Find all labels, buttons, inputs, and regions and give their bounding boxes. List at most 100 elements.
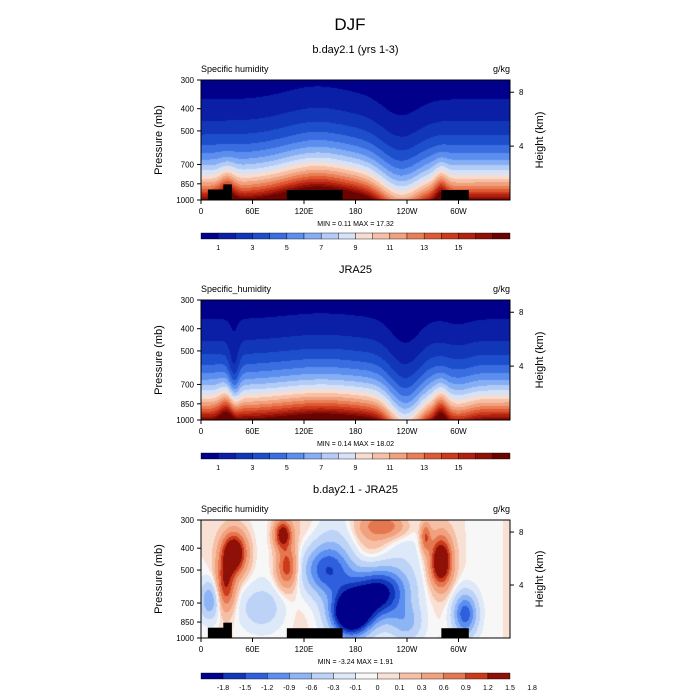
colorbar-label: 0.6	[439, 685, 449, 692]
colorbar-cell	[441, 232, 459, 240]
colorbar-cell	[421, 672, 444, 680]
colorbar-label: 5	[285, 245, 289, 252]
topography-mask	[286, 190, 343, 200]
colorbar-label: -0.6	[305, 685, 317, 692]
colorbar-label: 1.5	[505, 685, 515, 692]
colorbar-label: -1.8	[217, 685, 229, 692]
contour-field	[201, 80, 510, 200]
colorbar-label: 11	[386, 245, 393, 252]
variable-label: Specific_humidity	[201, 284, 272, 294]
minmax-text: MIN = -3.24 MAX = 1.91	[318, 659, 394, 666]
colorbar-label: 7	[319, 245, 323, 252]
colorbar-cell	[267, 672, 290, 680]
colorbar-label: -0.1	[349, 685, 361, 692]
colorbar-label: 1.2	[483, 685, 493, 692]
colorbar-cell	[269, 232, 288, 240]
panel: b.day2.1 - JRA25 Specific humidity g/kg 300…	[153, 484, 546, 692]
colorbar-label: 9	[354, 465, 358, 472]
colorbar-label: 0	[376, 685, 380, 692]
colorbar-label: 5	[285, 465, 289, 472]
y-tick-label: 300	[181, 76, 195, 85]
height-tick-label: 4	[519, 142, 524, 151]
colorbar-cell	[217, 452, 236, 460]
topography-mask	[207, 627, 226, 638]
y-tick-label: 400	[181, 325, 195, 334]
colorbar-cell	[286, 452, 305, 460]
x-tick-label: 120W	[397, 207, 418, 216]
x-tick-label: 0	[199, 207, 204, 216]
y-tick-label: 400	[181, 105, 195, 114]
colorbar-cell	[399, 672, 422, 680]
colorbar-label: 3	[251, 465, 255, 472]
colorbar-cell	[423, 232, 442, 240]
colorbar-label: 1	[216, 465, 220, 472]
colorbar-cell	[492, 452, 511, 460]
colorbar-label: 0.9	[461, 685, 471, 692]
colorbar-cell	[377, 672, 400, 680]
colorbar-cell	[372, 232, 391, 240]
units-label: g/kg	[493, 284, 510, 294]
colorbar-cell	[355, 672, 378, 680]
y-axis-label: Pressure (mb)	[153, 544, 165, 614]
x-tick-label: 0	[199, 427, 204, 436]
panel: b.day2.1 (yrs 1-3) Specific humidity g/kg 3…	[153, 44, 546, 252]
colorbar-cell	[200, 232, 219, 240]
colorbar-cell	[320, 232, 339, 240]
height-tick-label: 8	[519, 528, 524, 537]
x-tick-label: 0	[199, 645, 204, 654]
colorbar-cell	[320, 452, 339, 460]
colorbar-label: -0.9	[283, 685, 295, 692]
panel-title: b.day2.1 (yrs 1-3)	[312, 44, 398, 56]
y-tick-label: 1000	[176, 416, 194, 425]
colorbar-label: 1.8	[527, 685, 537, 692]
minmax-text: MIN = 0.14 MAX = 18.02	[317, 441, 394, 448]
y-tick-label: 400	[181, 544, 195, 553]
height-axis-label: Height (km)	[534, 112, 546, 169]
y-tick-label: 300	[181, 516, 195, 525]
minmax-text: MIN = 0.11 MAX = 17.32	[317, 221, 394, 228]
colorbar-label: 9	[354, 245, 358, 252]
colorbar-cell	[443, 672, 467, 680]
height-tick-label: 4	[519, 362, 524, 371]
colorbar-cell	[441, 452, 459, 460]
colorbar-label: 3	[251, 245, 255, 252]
units-label: g/kg	[493, 64, 510, 74]
y-tick-label: 300	[181, 296, 195, 305]
x-tick-label: 60W	[450, 207, 467, 216]
colorbar-cell	[244, 672, 268, 680]
colorbar-label: 15	[455, 245, 463, 252]
y-tick-label: 850	[181, 400, 195, 409]
colorbar-cell	[338, 232, 356, 240]
colorbar-cell	[235, 452, 253, 460]
colorbar-label: 11	[386, 465, 393, 472]
colorbar-cell	[200, 452, 219, 460]
colorbar-cell	[406, 452, 425, 460]
colorbar-cell	[487, 672, 511, 680]
x-tick-label: 60W	[450, 645, 467, 654]
y-tick-label: 700	[181, 160, 195, 169]
colorbar-cell	[338, 452, 356, 460]
panel-title: JRA25	[339, 264, 372, 276]
x-tick-label: 60E	[245, 207, 259, 216]
colorbar-cell	[458, 452, 476, 460]
colorbar-cell	[389, 452, 408, 460]
colorbar-cell	[269, 452, 288, 460]
topography-mask	[223, 622, 232, 638]
x-tick-label: 120W	[397, 645, 418, 654]
topography-mask	[223, 184, 232, 200]
topography-mask	[207, 189, 226, 200]
height-tick-label: 8	[519, 88, 524, 97]
colorbar-cell	[406, 232, 425, 240]
colorbar-cell	[458, 232, 476, 240]
colorbar-cell	[252, 232, 270, 240]
colorbar-label: 13	[420, 465, 428, 472]
colorbar-cell	[475, 452, 494, 460]
colorbar-cell	[333, 672, 356, 680]
topography-mask	[286, 628, 343, 638]
x-tick-label: 120W	[397, 427, 418, 436]
contour-field	[201, 520, 510, 638]
colorbar-cell	[222, 672, 246, 680]
colorbar-cell	[465, 672, 489, 680]
